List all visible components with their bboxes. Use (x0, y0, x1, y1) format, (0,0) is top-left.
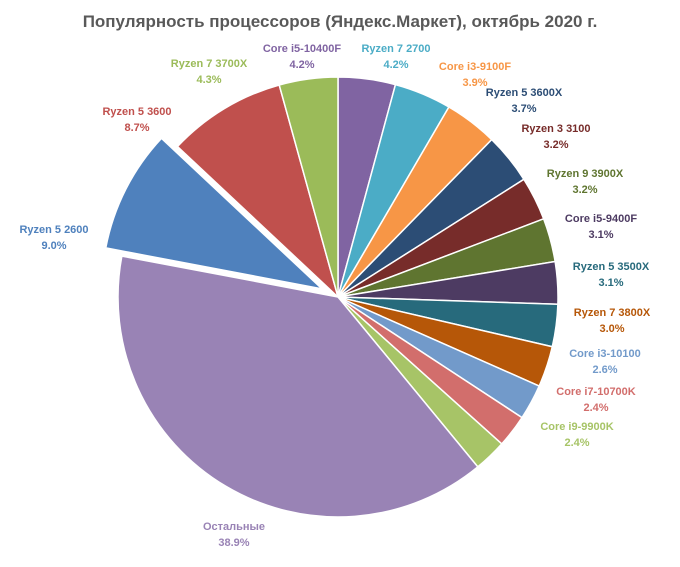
slice-value-ryzen-5-3600x: 3.7% (511, 103, 536, 115)
pie-slices (104, 76, 559, 518)
slice-value-core-i7-10700k: 2.4% (583, 402, 608, 414)
slice-value-core-i5-10400f: 4.2% (289, 59, 314, 71)
slice-value-core-i3-9100f: 3.9% (462, 77, 487, 89)
slice-value-ryzen-5-3500x: 3.1% (598, 277, 623, 289)
chart-title: Популярность процессоров (Яндекс.Маркет)… (83, 12, 598, 31)
slice-label-ryzen-5-3600: Ryzen 5 3600 (102, 106, 171, 118)
slice-label-ryzen-7-3800x: Ryzen 7 3800X (574, 307, 651, 319)
slice-value-ryzen-9-3900x: 3.2% (572, 184, 597, 196)
slice-label-ryzen-7-2700: Ryzen 7 2700 (361, 43, 430, 55)
slice-value-core-i9-9900k: 2.4% (564, 437, 589, 449)
slice-label-core-i9-9900k: Core i9-9900K (540, 421, 613, 433)
slice-value-ryzen-7-3800x: 3.0% (599, 323, 624, 335)
slice-value-ryzen-7-2700: 4.2% (383, 59, 408, 71)
slice-label-ryzen-9-3900x: Ryzen 9 3900X (547, 168, 624, 180)
slice-value-core-i5-9400f: 3.1% (588, 229, 613, 241)
slice-label-ryzen-5-2600: Ryzen 5 2600 (19, 224, 88, 236)
pie-slice-ryzen-7-3700x (278, 76, 339, 298)
slice-label-ryzen-5-3500x: Ryzen 5 3500X (573, 261, 650, 273)
slice-value-ryzen-5-3600: 8.7% (124, 122, 149, 134)
slice-label-core-i7-10700k: Core i7-10700K (556, 386, 636, 398)
slice-value-ryzen-5-2600: 9.0% (41, 240, 66, 252)
slice-label-ryzen-3-3100: Ryzen 3 3100 (521, 123, 590, 135)
slice-value-ryzen-3-3100: 3.2% (543, 139, 568, 151)
slice-value-остальные: 38.9% (218, 537, 249, 549)
slice-label-core-i5-9400f: Core i5-9400F (565, 213, 637, 225)
slice-value-core-i3-10100: 2.6% (592, 364, 617, 376)
slice-label-core-i5-10400f: Core i5-10400F (263, 43, 342, 55)
pie-labels: Core i5-10400F 4.2% Ryzen 7 2700 4.2% Core i… (19, 43, 650, 549)
slice-value-ryzen-7-3700x: 4.3% (196, 74, 221, 86)
slice-label-ryzen-5-3600x: Ryzen 5 3600X (486, 87, 563, 99)
slice-label-остальные: Остальные (203, 521, 265, 533)
pie-slice-остальные (117, 255, 479, 518)
slice-label-core-i3-9100f: Core i3-9100F (439, 61, 511, 73)
pie-slice-ryzen-5-3600 (176, 84, 340, 300)
slice-label-core-i3-10100: Core i3-10100 (569, 348, 641, 360)
slice-label-ryzen-7-3700x: Ryzen 7 3700X (171, 58, 248, 70)
pie-slice-ryzen-5-2600 (104, 137, 325, 291)
